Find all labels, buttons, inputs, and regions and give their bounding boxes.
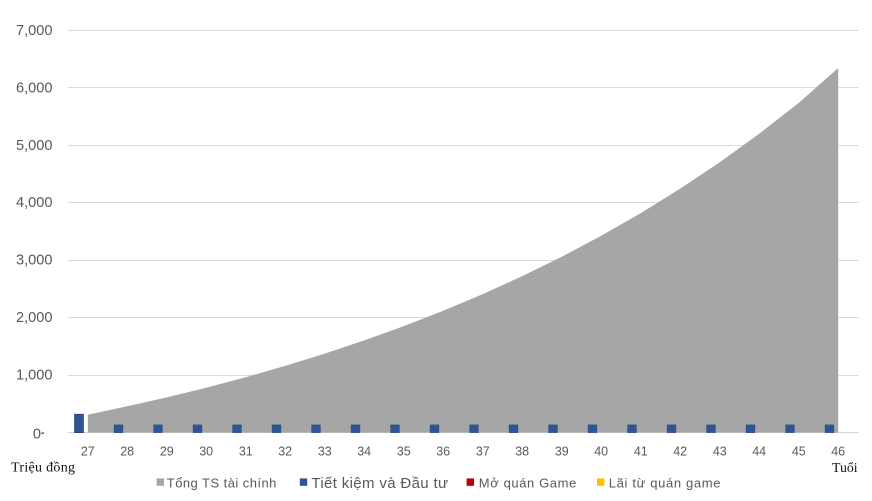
svg-text:42: 42: [673, 445, 687, 459]
svg-text:2,000: 2,000: [16, 310, 53, 326]
svg-text:37: 37: [476, 445, 490, 459]
svg-text:5,000: 5,000: [16, 138, 53, 154]
svg-text:39: 39: [555, 445, 569, 459]
svg-text:45: 45: [792, 445, 806, 459]
svg-text:Triệu đồng: Triệu đồng: [11, 461, 75, 476]
svg-text:0: 0: [33, 427, 41, 443]
svg-text:Tiết kiệm và Đầu tư: Tiết kiệm và Đầu tư: [311, 475, 448, 492]
svg-text:Tổng TS tài chính: Tổng TS tài chính: [167, 476, 277, 491]
svg-text:35: 35: [397, 445, 411, 459]
svg-text:38: 38: [515, 445, 529, 459]
svg-text:Mở quán Game: Mở quán Game: [479, 476, 577, 491]
svg-text:1,000: 1,000: [16, 368, 53, 384]
svg-text:40: 40: [594, 445, 608, 459]
svg-text:41: 41: [634, 445, 648, 459]
svg-text:36: 36: [436, 445, 450, 459]
svg-text:43: 43: [713, 445, 727, 459]
svg-text:44: 44: [752, 445, 766, 459]
svg-text:32: 32: [278, 445, 292, 459]
svg-text:28: 28: [120, 445, 134, 459]
svg-text:4,000: 4,000: [16, 195, 53, 211]
svg-text:6,000: 6,000: [16, 80, 53, 96]
svg-text:46: 46: [831, 445, 845, 459]
svg-text:Tuổi: Tuổi: [832, 460, 858, 475]
svg-text:31: 31: [239, 445, 253, 459]
svg-text:7,000: 7,000: [16, 23, 53, 39]
svg-text:33: 33: [318, 445, 332, 459]
svg-text:3,000: 3,000: [16, 253, 53, 269]
svg-text:Lãi từ quán game: Lãi từ quán game: [609, 476, 721, 491]
svg-text:27: 27: [81, 445, 95, 459]
svg-text:30: 30: [199, 445, 213, 459]
svg-text:34: 34: [357, 445, 371, 459]
svg-text:29: 29: [160, 445, 174, 459]
